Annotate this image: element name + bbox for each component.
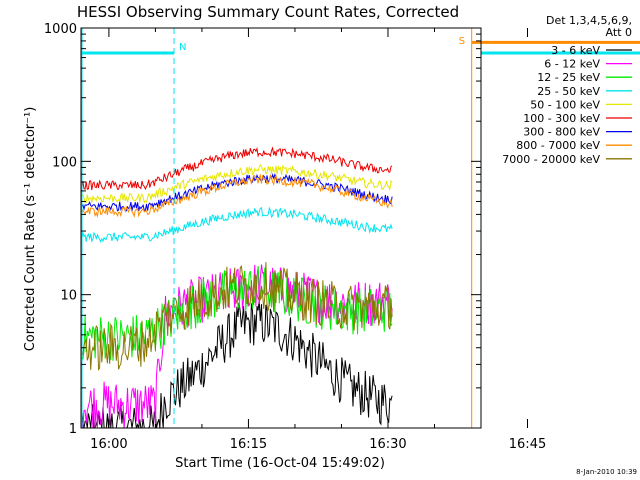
legend-entry-label: 100 - 300 keV [523,112,600,125]
x-axis-label: Start Time (16-Oct-04 15:49:02) [175,456,385,471]
y-tick-label: 10 [60,289,77,304]
chart-title: HESSI Observing Summary Count Rates, Cor… [77,3,459,21]
x-tick-label: 16:00 [90,437,127,452]
timestamp: 8-Jan-2010 10:39 [576,468,637,476]
legend-entry-label: 25 - 50 keV [537,85,600,98]
legend-entry-label: 7000 - 20000 keV [502,153,600,166]
y-axis: 1 10 100 1000 [44,22,481,437]
series-line-4 [81,164,393,204]
y-axis-label: Corrected Count Rate (s⁻¹ detector⁻¹) [23,107,38,352]
legend-header: Att 0 [606,26,632,39]
legend-entry-label: 6 - 12 keV [544,58,600,71]
y-tick-label: 1000 [44,22,77,37]
legend-entry-label: 3 - 6 keV [551,44,600,57]
legend-header: Det 1,3,4,5,6,9, [546,14,632,27]
series-line-7 [81,173,393,218]
night-flag-label: N [179,42,186,53]
series-line-6 [81,172,393,212]
series-line-2 [81,265,393,361]
x-tick-label: 16:15 [230,437,267,452]
x-tick-label: 16:45 [509,437,546,452]
series-line-0 [81,300,393,428]
flag-layer: NS [81,28,640,428]
series-line-5 [81,146,393,191]
plot-frame [80,27,482,429]
legend-entry-label: 300 - 800 keV [523,126,600,139]
series-layer [81,146,393,428]
y-tick-label: 100 [52,155,77,170]
series-line-8 [81,262,393,371]
saa-flag-label: S [459,36,465,47]
legend-entry-label: 50 - 100 keV [530,98,600,111]
y-tick-label: 1 [69,422,77,437]
x-tick-label: 16:30 [369,437,406,452]
legend-entry-label: 12 - 25 keV [537,71,600,84]
series-line-3 [81,206,393,243]
legend-entry-label: 800 - 7000 keV [516,139,600,152]
